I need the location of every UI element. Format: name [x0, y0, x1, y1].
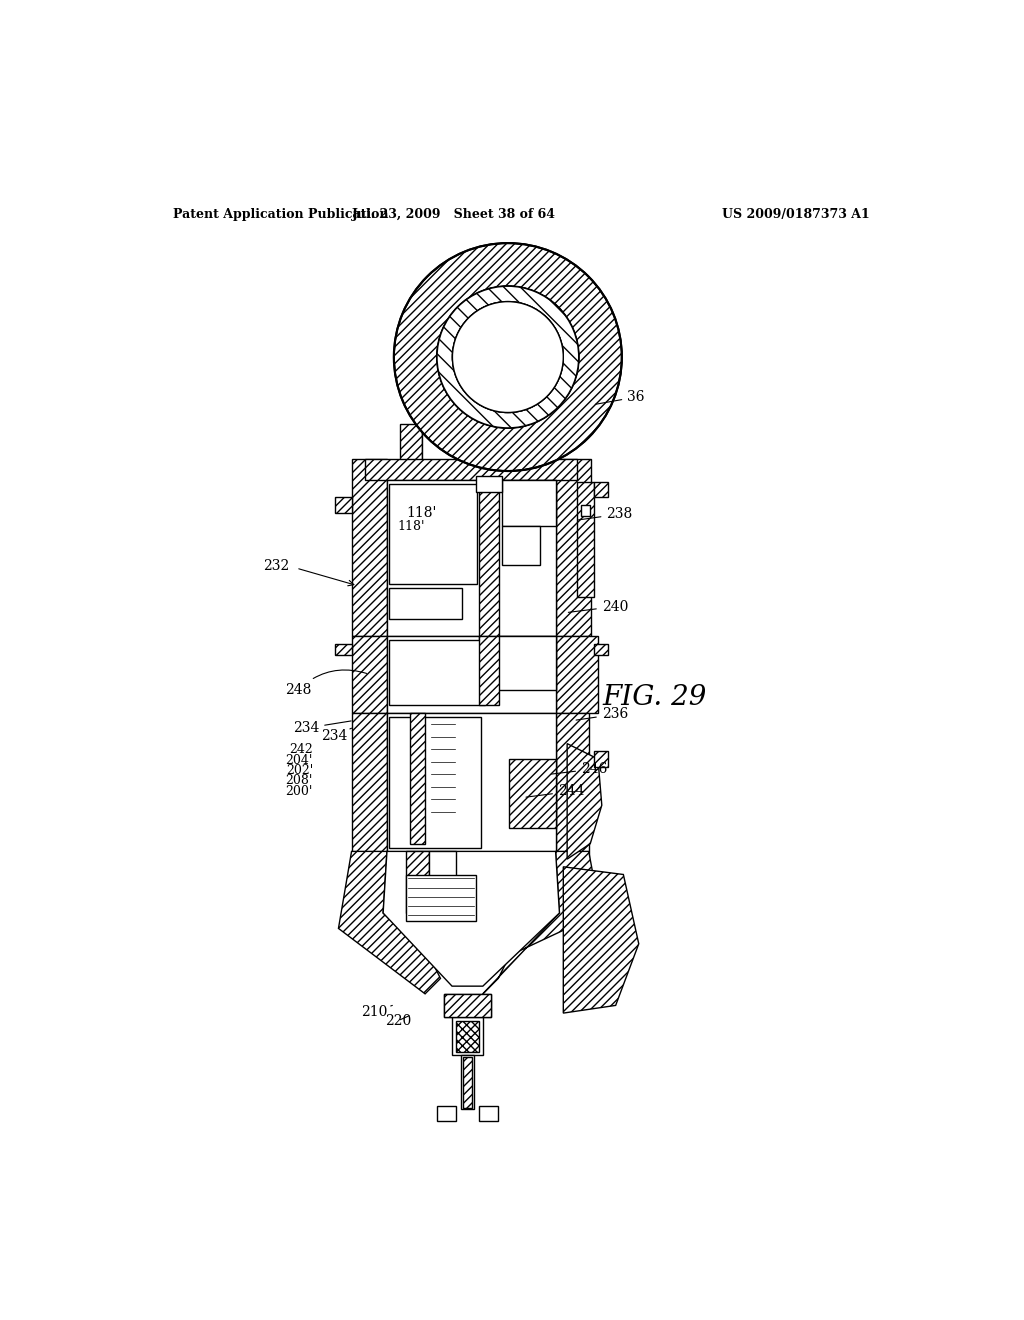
Bar	[594, 751, 608, 767]
Text: 234: 234	[293, 721, 351, 735]
Text: 238: 238	[579, 507, 633, 521]
Bar	[581, 506, 590, 516]
Text: 234: 234	[321, 729, 351, 743]
Bar	[436, 1106, 456, 1121]
Bar	[429, 851, 457, 898]
Bar	[503, 527, 541, 565]
Bar	[388, 640, 484, 705]
Bar	[461, 1056, 473, 1109]
Bar	[452, 1016, 483, 1056]
Text: 220: 220	[385, 1014, 411, 1028]
Bar	[456, 1020, 479, 1052]
Bar	[594, 482, 608, 498]
Text: FIG. 29: FIG. 29	[602, 684, 707, 711]
Bar	[400, 424, 422, 471]
Text: 208': 208'	[286, 774, 313, 787]
Text: 240: 240	[568, 599, 628, 614]
Bar	[429, 721, 457, 836]
Bar	[503, 480, 556, 527]
Bar	[387, 713, 556, 859]
Bar	[388, 589, 462, 619]
Bar	[479, 636, 499, 705]
Bar	[410, 713, 425, 843]
Bar	[387, 480, 556, 636]
Bar	[387, 636, 556, 713]
Polygon shape	[567, 743, 602, 859]
Bar	[578, 482, 594, 597]
Bar	[351, 713, 387, 859]
Text: 204': 204'	[286, 754, 313, 767]
Circle shape	[437, 286, 579, 428]
Bar	[335, 644, 351, 655]
Text: 36: 36	[595, 391, 645, 404]
Bar	[407, 851, 429, 913]
Text: 118': 118'	[407, 506, 436, 520]
Bar	[366, 459, 578, 480]
Text: 232: 232	[263, 560, 289, 573]
Text: Jul. 23, 2009   Sheet 38 of 64: Jul. 23, 2009 Sheet 38 of 64	[352, 209, 556, 222]
Text: 202': 202'	[286, 764, 313, 777]
Bar	[594, 644, 608, 655]
Polygon shape	[563, 867, 639, 1014]
Text: 210: 210	[361, 1005, 392, 1019]
Wedge shape	[437, 286, 579, 428]
Bar	[479, 636, 556, 689]
Bar	[335, 498, 351, 512]
Bar	[444, 994, 490, 1016]
Text: 236: 236	[577, 708, 628, 721]
Circle shape	[453, 302, 563, 412]
Text: 118': 118'	[398, 520, 425, 533]
Text: 242: 242	[290, 743, 313, 756]
Bar	[407, 874, 475, 921]
Bar	[509, 759, 556, 829]
Bar	[388, 484, 477, 585]
Bar	[556, 713, 589, 859]
Wedge shape	[394, 243, 622, 471]
Text: 248: 248	[285, 671, 367, 697]
Bar	[523, 424, 545, 471]
Bar	[556, 459, 591, 636]
Bar	[444, 994, 490, 1016]
Text: 244: 244	[526, 784, 585, 799]
Text: 246: 246	[552, 762, 607, 776]
Polygon shape	[483, 851, 600, 994]
Bar	[479, 480, 499, 636]
Text: US 2009/0187373 A1: US 2009/0187373 A1	[722, 209, 869, 222]
Bar	[556, 636, 598, 713]
Bar	[422, 424, 523, 469]
Bar	[351, 636, 387, 713]
Text: Patent Application Publication: Patent Application Publication	[173, 209, 388, 222]
Bar	[388, 717, 481, 847]
Bar	[351, 459, 387, 636]
Bar	[475, 477, 503, 492]
Polygon shape	[383, 851, 559, 986]
Bar	[479, 1106, 499, 1121]
Text: 200': 200'	[286, 785, 313, 797]
Circle shape	[453, 302, 563, 412]
Bar	[463, 1057, 472, 1107]
Polygon shape	[339, 851, 440, 994]
